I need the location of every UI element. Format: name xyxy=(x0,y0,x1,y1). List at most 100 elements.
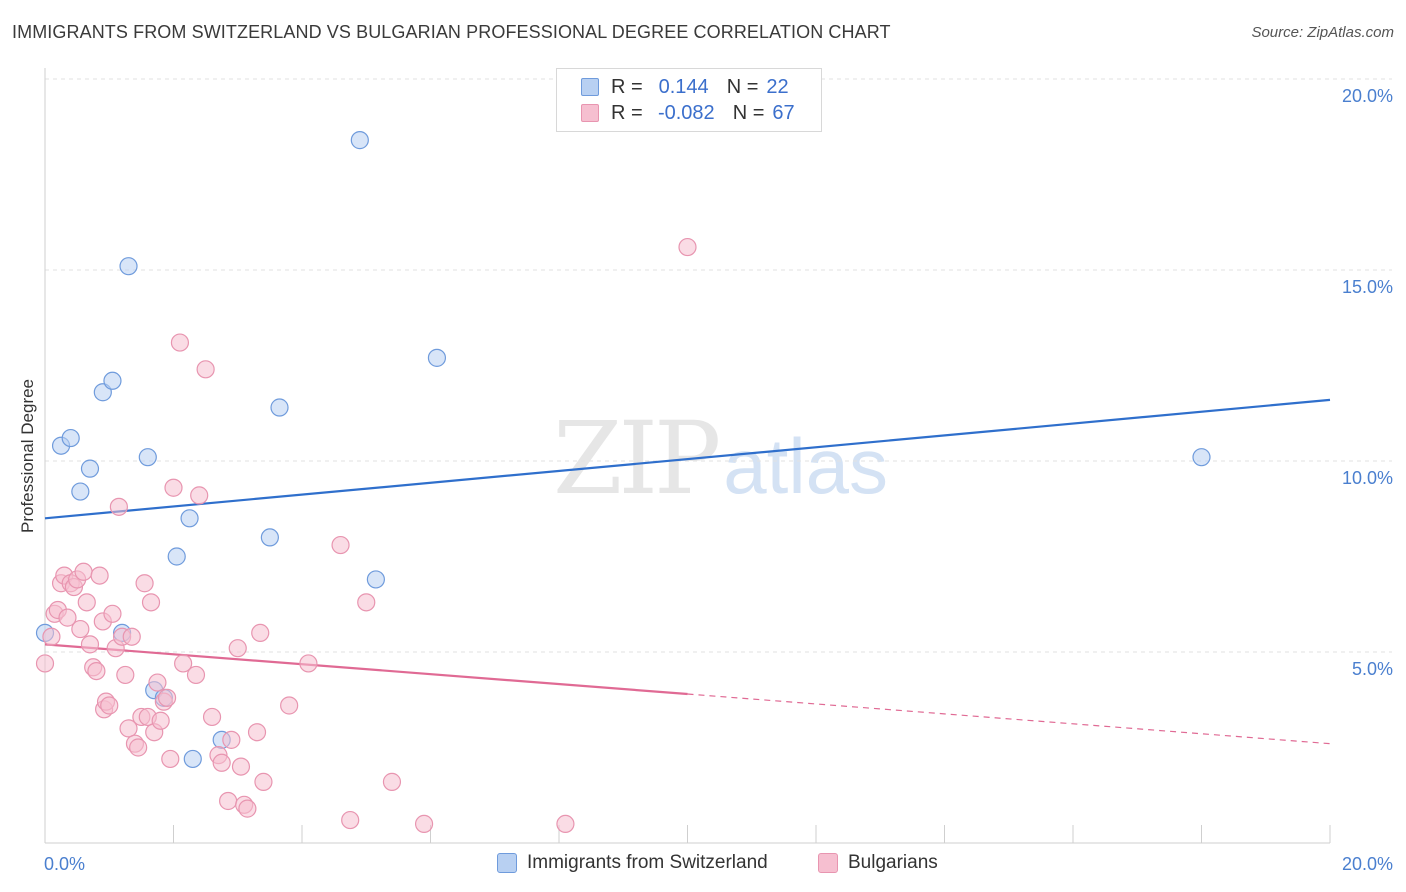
point-pink xyxy=(135,574,154,593)
point-pink xyxy=(299,654,318,673)
legend-item-switzerland[interactable]: Immigrants from Switzerland xyxy=(497,852,768,874)
x-tick-label: 20.0% xyxy=(1342,854,1393,874)
gridlines xyxy=(45,78,1392,653)
legend-swatch-pink xyxy=(818,853,838,873)
point-pink xyxy=(100,696,119,715)
y-tick-label: 20.0% xyxy=(1342,86,1393,106)
series-legend: Immigrants from Switzerland Bulgarians xyxy=(0,850,1406,880)
point-blue xyxy=(270,398,289,417)
legend-swatch-blue xyxy=(497,853,517,873)
point-pink xyxy=(231,757,251,776)
point-blue xyxy=(260,528,279,547)
n-label: N = xyxy=(732,101,765,124)
point-blue xyxy=(71,482,90,501)
point-pink xyxy=(71,619,90,639)
legend-label: Immigrants from Switzerland xyxy=(527,852,768,873)
r-value: -0.082 xyxy=(657,101,715,124)
point-pink xyxy=(280,696,299,715)
trend-line-pink xyxy=(44,643,688,696)
n-label: N = xyxy=(726,75,759,98)
point-pink xyxy=(148,673,167,692)
trend-line-blue xyxy=(44,398,1331,520)
point-pink xyxy=(247,723,267,742)
data-points xyxy=(35,131,1211,834)
point-blue xyxy=(119,257,138,276)
point-pink xyxy=(228,639,247,658)
point-pink xyxy=(254,772,273,791)
r-value: 0.144 xyxy=(658,75,709,98)
point-pink xyxy=(109,497,128,516)
y-tick-label: 5.0% xyxy=(1352,659,1393,679)
point-pink xyxy=(212,753,231,772)
point-pink xyxy=(141,593,161,612)
point-pink xyxy=(251,623,270,643)
trend-line-pink-projection xyxy=(687,693,1331,745)
r-label: R = xyxy=(611,101,643,124)
x-tick-label: 0.0% xyxy=(44,854,85,874)
point-pink xyxy=(164,478,183,497)
point-pink xyxy=(103,604,122,623)
point-pink xyxy=(341,810,360,830)
point-pink xyxy=(42,627,61,646)
y-tick-label: 10.0% xyxy=(1342,468,1393,488)
point-pink xyxy=(222,730,241,749)
point-pink xyxy=(90,566,109,585)
point-pink xyxy=(161,749,180,769)
point-pink xyxy=(122,627,141,646)
point-blue xyxy=(427,348,447,367)
legend-item-bulgarians[interactable]: Bulgarians xyxy=(818,852,938,874)
trend-lines xyxy=(44,398,1331,745)
y-axis-title: Professional Degree xyxy=(18,379,37,533)
point-pink xyxy=(190,486,209,505)
point-pink xyxy=(58,608,77,627)
point-pink xyxy=(331,535,350,555)
point-pink xyxy=(202,707,222,727)
stats-legend-row-switzerland: R = 0.144 N = 22 xyxy=(581,75,789,99)
point-blue xyxy=(183,749,202,769)
point-pink xyxy=(170,333,190,352)
point-pink xyxy=(238,799,257,818)
point-pink xyxy=(678,237,697,257)
point-pink xyxy=(556,814,575,834)
r-label: R = xyxy=(611,75,643,98)
point-pink xyxy=(87,661,106,681)
point-pink xyxy=(196,360,215,379)
point-pink xyxy=(151,711,170,730)
point-blue xyxy=(366,570,385,589)
stats-legend: R = 0.144 N = 22 R = -0.082 N = 67 xyxy=(556,68,822,132)
point-pink xyxy=(186,665,206,685)
point-blue xyxy=(180,509,199,528)
chart-title: IMMIGRANTS FROM SWITZERLAND VS BULGARIAN… xyxy=(12,22,891,42)
axes xyxy=(44,68,1331,844)
n-value: 67 xyxy=(772,101,795,124)
point-blue xyxy=(138,448,157,467)
point-pink xyxy=(80,635,100,654)
chart-source: Source: ZipAtlas.com xyxy=(1251,24,1394,41)
point-pink xyxy=(357,593,376,612)
point-pink xyxy=(74,562,93,581)
point-blue xyxy=(1192,448,1211,467)
legend-swatch-pink xyxy=(581,104,599,122)
point-pink xyxy=(77,593,96,612)
y-tick-label: 15.0% xyxy=(1342,277,1393,297)
point-pink xyxy=(157,688,177,707)
point-pink xyxy=(414,814,434,834)
point-blue xyxy=(350,131,369,150)
point-pink xyxy=(119,719,138,738)
point-pink xyxy=(116,665,135,685)
axis-labels: 5.0% 10.0% 15.0% 20.0% 0.0% 20.0% Professional… xyxy=(18,86,1393,874)
legend-swatch-blue xyxy=(581,78,599,96)
n-value: 22 xyxy=(766,75,789,98)
point-pink xyxy=(382,772,402,791)
point-blue xyxy=(61,428,80,448)
point-pink xyxy=(174,654,193,673)
point-blue xyxy=(167,547,186,566)
point-pink xyxy=(129,738,148,757)
point-pink xyxy=(35,654,55,673)
point-pink xyxy=(219,791,238,811)
point-blue xyxy=(103,371,122,390)
legend-label: Bulgarians xyxy=(848,852,938,873)
stats-legend-row-bulgarians: R = -0.082 N = 67 xyxy=(581,101,795,125)
point-blue xyxy=(80,459,100,478)
